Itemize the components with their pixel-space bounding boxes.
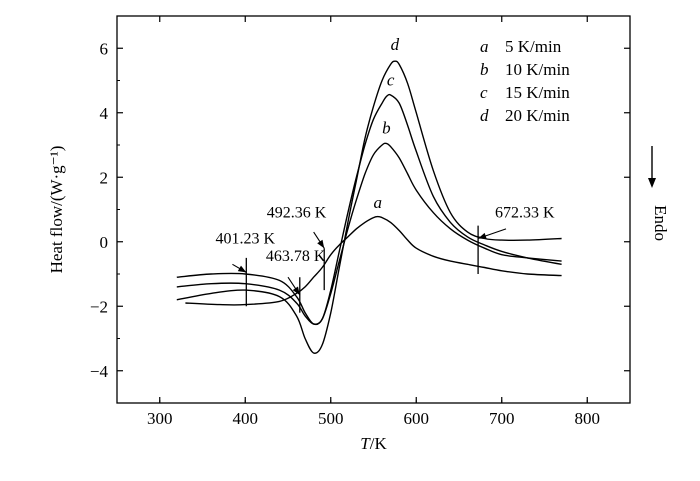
legend-label: 15 K/min <box>505 83 570 102</box>
x-tick-label: 500 <box>318 409 344 428</box>
legend-label: 10 K/min <box>505 60 570 79</box>
legend-key: c <box>480 83 488 102</box>
plot-axes: 300 400 500 600 700 800 −4 −2 0 2 4 6 <box>90 15 631 428</box>
y-tick-label: 6 <box>100 39 109 58</box>
endo-indicator: Endo <box>648 146 670 241</box>
annotation: 463.78 K <box>266 248 326 313</box>
curve-label-c: c <box>387 70 395 89</box>
legend: a 5 K/min b 10 K/min c 15 K/min d 20 K/min <box>480 37 570 125</box>
x-axis-title-symbol: T <box>360 434 371 453</box>
annotation-label: 401.23 K <box>215 230 275 247</box>
endo-arrow-icon <box>648 146 656 188</box>
legend-key: d <box>480 106 489 125</box>
y-tick-label: 4 <box>100 104 109 123</box>
legend-key: b <box>480 60 489 79</box>
y-tick-label: −4 <box>90 362 109 381</box>
annotation-arrowhead-icon <box>292 286 300 295</box>
annotation: 401.23 K <box>215 230 275 307</box>
legend-label: 20 K/min <box>505 106 570 125</box>
x-tick-label: 700 <box>489 409 515 428</box>
y-axis-title: Heat flow/(W·g⁻¹) <box>47 146 66 274</box>
annotation-arrowhead-icon <box>237 265 247 273</box>
x-axis-title: T/K <box>360 434 387 453</box>
y-tick-label: 2 <box>100 168 109 187</box>
curve-label-a: a <box>374 193 383 212</box>
annotation-label: 492.36 K <box>267 205 327 222</box>
x-axis-title-unit: /K <box>370 434 388 453</box>
x-tick-label: 300 <box>147 409 173 428</box>
x-tick-label: 800 <box>575 409 601 428</box>
x-tick-label: 400 <box>233 409 259 428</box>
annotation-arrowhead-icon <box>317 239 325 249</box>
annotation-label: 672.33 K <box>495 205 555 222</box>
legend-label: 5 K/min <box>505 37 562 56</box>
annotation-arrowhead-icon <box>478 232 487 239</box>
y-tick-label: −2 <box>90 297 108 316</box>
x-tick-label: 600 <box>404 409 430 428</box>
legend-key: a <box>480 37 489 56</box>
annotation: 492.36 K <box>267 205 327 291</box>
endo-label: Endo <box>651 205 670 241</box>
annotation: 672.33 K <box>477 205 555 274</box>
series-line-d <box>176 60 562 354</box>
curve-label-d: d <box>391 35 400 54</box>
annotation-label: 463.78 K <box>266 248 326 265</box>
y-tick-label: 0 <box>100 233 109 252</box>
curve-label-b: b <box>382 119 391 138</box>
